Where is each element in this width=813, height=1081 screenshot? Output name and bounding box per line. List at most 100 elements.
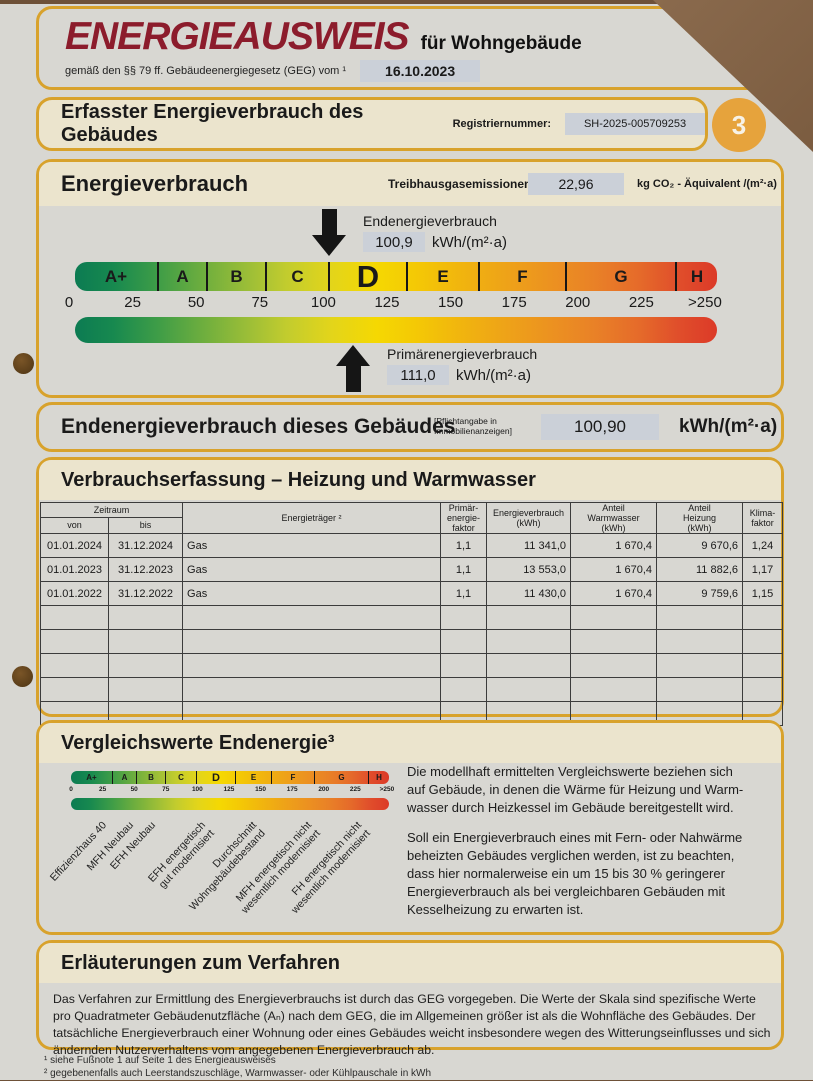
scale-tick-labels: 0 25 50 75 100 125 150 175 200 225 >250 xyxy=(47,294,727,311)
class-d: D xyxy=(330,262,408,291)
mini-tick: 150 xyxy=(255,786,266,793)
tick-100: 100 xyxy=(310,294,336,311)
end-energy-arrow-icon xyxy=(312,209,346,256)
mini-tick: 0 xyxy=(69,786,73,793)
header-box: ENERGIEAUSWEIS für Wohngebäude gemäß den… xyxy=(36,6,784,90)
table-empty-row xyxy=(40,605,784,631)
cell-energietraeger: Gas xyxy=(182,557,442,583)
mini-class-f: F xyxy=(272,771,315,784)
tick-0: 0 xyxy=(64,294,74,311)
mini-tick: 175 xyxy=(286,786,298,793)
recorded-consumption-box: Erfasster Energieverbrauch des Gebäudes … xyxy=(36,97,708,151)
col-energieverbrauch: Energieverbrauch (kWh) xyxy=(486,501,572,535)
class-e: E xyxy=(408,262,480,291)
mini-class-b: B xyxy=(137,771,166,784)
comparison-title: Vergleichswerte Endenergie³ xyxy=(61,731,335,754)
law-reference: gemäß den §§ 79 ff. Gebäudeenergiegesetz… xyxy=(65,65,347,77)
mini-class-c: C xyxy=(166,771,197,784)
col-klimafaktor: Klima- faktor xyxy=(742,501,784,535)
cell-warmwasser: 1 670,4 xyxy=(570,581,658,607)
mini-class-a-plus: A+ xyxy=(71,771,113,784)
mini-class-e: E xyxy=(236,771,272,784)
ref-label-efh-neubau: EFH Neubau xyxy=(107,819,159,872)
class-f: F xyxy=(480,262,567,291)
cell-bis: 31.12.2023 xyxy=(107,557,184,583)
tick-25: 25 xyxy=(124,294,141,311)
mini-tick: 50 xyxy=(130,786,138,793)
mini-tick: 225 xyxy=(349,786,361,793)
cell-von: 01.01.2022 xyxy=(40,581,109,607)
ghg-label: Treibhausgasemissionen xyxy=(388,177,532,191)
cell-pef: 1,1 xyxy=(440,533,488,559)
cell-bis: 31.12.2024 xyxy=(107,533,184,559)
cell-pef: 1,1 xyxy=(440,581,488,607)
cell-bis: 31.12.2022 xyxy=(107,581,184,607)
document-title: ENERGIEAUSWEIS xyxy=(65,15,410,58)
hole-punch xyxy=(12,666,33,687)
building-end-energy-value: 100,90 xyxy=(541,414,659,440)
page-number: 3 xyxy=(731,109,747,140)
col-primaerfaktor: Primär- energie- faktor xyxy=(440,501,488,535)
cell-energietraeger: Gas xyxy=(182,581,442,607)
tick-200: 200 xyxy=(565,294,591,311)
comparison-section-header: Vergleichswerte Endenergie³ xyxy=(39,723,781,763)
building-end-energy-unit: kWh/(m²·a) xyxy=(679,416,778,437)
ghg-value: 22,96 xyxy=(528,173,624,195)
mini-class-d: D xyxy=(197,771,236,784)
class-a: A xyxy=(159,262,208,291)
table-empty-row xyxy=(40,653,784,679)
cell-verbrauch: 11 341,0 xyxy=(486,533,572,559)
method-paragraph: Das Verfahren zur Ermittlung des Energie… xyxy=(53,992,771,1057)
cell-warmwasser: 1 670,4 xyxy=(570,557,658,583)
mini-tick: 125 xyxy=(223,786,235,793)
table-subheader-row: von bis xyxy=(40,516,783,535)
consumption-table: Zeitraum Energieträger ² Primär- energie… xyxy=(39,501,784,727)
cell-warmwasser: 1 670,4 xyxy=(570,533,658,559)
mini-tick: 200 xyxy=(318,786,330,793)
table-row: 01.01.2024 31.12.2024 Gas 1,1 11 341,0 1… xyxy=(40,533,784,559)
table-header-row: Zeitraum Energieträger ² Primär- energie… xyxy=(39,501,784,535)
cell-heizung: 11 882,6 xyxy=(656,557,744,583)
method-title: Erläuterungen zum Verfahren xyxy=(61,951,340,974)
gradient-bar xyxy=(75,317,717,343)
cell-von: 01.01.2023 xyxy=(40,557,109,583)
page-number-badge: 3 xyxy=(712,98,766,152)
class-a-plus: A+ xyxy=(75,262,159,291)
document-subtitle: für Wohngebäude xyxy=(420,33,582,54)
issue-date-value: 16.10.2023 xyxy=(360,60,481,82)
tick-175: 175 xyxy=(501,294,527,311)
primary-energy-value: 111,0 xyxy=(387,365,449,385)
building-end-energy-box: Endenergieverbrauch dieses Gebäudes [Pfl… xyxy=(36,402,784,452)
method-section-header: Erläuterungen zum Verfahren xyxy=(39,943,781,983)
registry-number: SH-2025-005709253 xyxy=(565,113,705,135)
hole-punch xyxy=(13,353,34,374)
col-energietraeger: Energieträger ² xyxy=(182,501,442,535)
table-row: 01.01.2022 31.12.2022 Gas 1,1 11 430,0 1… xyxy=(40,581,784,607)
cell-energietraeger: Gas xyxy=(182,533,442,559)
mini-tick: 75 xyxy=(162,786,170,793)
primary-energy-unit: kWh/(m²·a) xyxy=(456,366,531,384)
tick-250: >250 xyxy=(688,294,722,311)
energy-section-header: Energieverbrauch Treibhausgasemissionen … xyxy=(39,162,781,206)
comparison-paragraph-1: Die modellhaft ermittelten Vergleichswer… xyxy=(407,764,744,815)
class-h: H xyxy=(690,266,704,286)
footnote-2: ² gegebenenfalls auch Leerstandszuschläg… xyxy=(44,1068,432,1079)
primary-energy-label: Primärenergieverbrauch xyxy=(387,346,538,362)
table-row: 01.01.2023 31.12.2023 Gas 1,1 13 553,0 1… xyxy=(40,557,784,583)
consumption-recording-box: Verbrauchserfassung – Heizung und Warmwa… xyxy=(36,457,784,727)
cell-verbrauch: 13 553,0 xyxy=(486,557,572,583)
comparison-paragraph-2: Soll ein Energieverbrauch eines mit Fern… xyxy=(407,830,743,917)
mini-class-h: H xyxy=(376,773,382,782)
table-section-header: Verbrauchserfassung – Heizung und Warmwa… xyxy=(39,460,781,500)
col-bis: bis xyxy=(107,516,184,535)
comparison-values-box: Vergleichswerte Endenergie³ A+ A B C D E… xyxy=(36,720,784,935)
col-anteil-heizung: Anteil Heizung (kWh) xyxy=(656,501,744,535)
table-empty-row xyxy=(40,677,784,703)
comparison-gradient-bar xyxy=(71,798,389,810)
energy-consumption-box: Energieverbrauch Treibhausgasemissionen … xyxy=(36,159,784,398)
footnote-1: ¹ siehe Fußnote 1 auf Seite 1 des Energi… xyxy=(44,1055,276,1066)
cell-heizung: 9 670,6 xyxy=(656,533,744,559)
primary-energy-arrow-icon xyxy=(336,345,370,392)
building-end-energy-title: Endenergieverbrauch dieses Gebäudes xyxy=(61,415,456,438)
col-von: von xyxy=(40,516,109,535)
